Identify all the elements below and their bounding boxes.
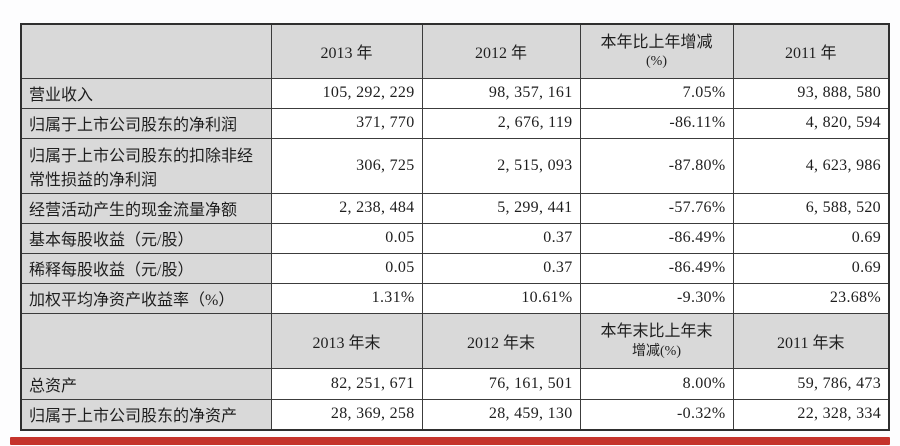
cell-2011: 6, 588, 520 <box>732 192 890 224</box>
cell-change: -87.80% <box>579 137 734 194</box>
header-2012-end: 2012 年末 <box>421 312 581 369</box>
cell-change: 8.00% <box>579 367 734 400</box>
cell-change: -86.11% <box>579 107 734 139</box>
table-row-revenue: 营业收入 105, 292, 229 98, 357, 161 7.05% 93… <box>20 77 890 109</box>
cell-2011: 23.68% <box>732 282 890 314</box>
table-row-net-assets: 归属于上市公司股东的净资产 28, 369, 258 28, 459, 130 … <box>20 398 890 431</box>
cell-2013: 0.05 <box>270 252 423 284</box>
row-label: 稀释每股收益（元/股） <box>20 252 272 284</box>
cell-2011: 22, 328, 334 <box>732 398 890 431</box>
header-blank-cell <box>20 312 272 369</box>
cell-2013: 1.31% <box>270 282 423 314</box>
bottom-red-accent-bar <box>10 437 890 445</box>
header-yoy-change-line1: 本年比上年增减 <box>600 33 713 51</box>
header-year-end-change-line1: 本年末比上年末 <box>600 322 713 340</box>
cell-2012: 76, 161, 501 <box>421 367 581 400</box>
header-blank-cell <box>20 23 272 79</box>
cell-2011: 0.69 <box>732 252 890 284</box>
header-2013: 2013 年 <box>270 23 423 79</box>
cell-2012: 10.61% <box>421 282 581 314</box>
cell-change: -86.49% <box>579 222 734 254</box>
cell-2012: 0.37 <box>421 222 581 254</box>
cell-2012: 0.37 <box>421 252 581 284</box>
table-header-row-years: 2013 年 2012 年 本年比上年增减 (%) 2011 年 <box>20 23 890 79</box>
row-label: 加权平均净资产收益率（%） <box>20 282 272 314</box>
cell-2013: 105, 292, 229 <box>270 77 423 109</box>
row-label: 基本每股收益（元/股） <box>20 222 272 254</box>
header-2011: 2011 年 <box>732 23 890 79</box>
row-label: 总资产 <box>20 367 272 400</box>
header-2013-end: 2013 年末 <box>270 312 423 369</box>
cell-2011: 93, 888, 580 <box>732 77 890 109</box>
table-header-row-year-end: 2013 年末 2012 年末 本年末比上年末 增减(%) 2011 年末 <box>20 312 890 369</box>
cell-2012: 2, 676, 119 <box>421 107 581 139</box>
financial-summary-table: 2013 年 2012 年 本年比上年增减 (%) 2011 年 营业收入 10… <box>20 23 890 431</box>
cell-change: -57.76% <box>579 192 734 224</box>
cell-2011: 4, 820, 594 <box>732 107 890 139</box>
header-2012: 2012 年 <box>421 23 581 79</box>
cell-2012: 98, 357, 161 <box>421 77 581 109</box>
row-label: 经营活动产生的现金流量净额 <box>20 192 272 224</box>
cell-2013: 82, 251, 671 <box>270 367 423 400</box>
header-yoy-change: 本年比上年增减 (%) <box>579 23 734 79</box>
cell-2013: 2, 238, 484 <box>270 192 423 224</box>
header-year-end-change: 本年末比上年末 增减(%) <box>579 312 734 369</box>
cell-change: -0.32% <box>579 398 734 431</box>
table-row-net-profit: 归属于上市公司股东的净利润 371, 770 2, 676, 119 -86.1… <box>20 107 890 139</box>
cell-change: 7.05% <box>579 77 734 109</box>
cell-2013: 0.05 <box>270 222 423 254</box>
row-label: 营业收入 <box>20 77 272 109</box>
table-row-net-profit-excl-nonrecurring: 归属于上市公司股东的扣除非经常性损益的净利润 306, 725 2, 515, … <box>20 137 890 194</box>
cell-2011: 4, 623, 986 <box>732 137 890 194</box>
table-row-basic-eps: 基本每股收益（元/股） 0.05 0.37 -86.49% 0.69 <box>20 222 890 254</box>
row-label: 归属于上市公司股东的净利润 <box>20 107 272 139</box>
row-label: 归属于上市公司股东的净资产 <box>20 398 272 431</box>
table-row-weighted-avg-roe: 加权平均净资产收益率（%） 1.31% 10.61% -9.30% 23.68% <box>20 282 890 314</box>
cell-2011: 0.69 <box>732 222 890 254</box>
cell-2012: 2, 515, 093 <box>421 137 581 194</box>
cell-2013: 28, 369, 258 <box>270 398 423 431</box>
cell-change: -9.30% <box>579 282 734 314</box>
row-label: 归属于上市公司股东的扣除非经常性损益的净利润 <box>20 137 272 194</box>
table-row-operating-cash-flow: 经营活动产生的现金流量净额 2, 238, 484 5, 299, 441 -5… <box>20 192 890 224</box>
header-yoy-change-line2: (%) <box>646 54 667 70</box>
cell-2012: 28, 459, 130 <box>421 398 581 431</box>
header-2011-end: 2011 年末 <box>732 312 890 369</box>
table-row-diluted-eps: 稀释每股收益（元/股） 0.05 0.37 -86.49% 0.69 <box>20 252 890 284</box>
cell-2013: 371, 770 <box>270 107 423 139</box>
cell-2013: 306, 725 <box>270 137 423 194</box>
header-year-end-change-line2: 增减(%) <box>632 343 681 359</box>
cell-change: -86.49% <box>579 252 734 284</box>
cell-2012: 5, 299, 441 <box>421 192 581 224</box>
table-row-total-assets: 总资产 82, 251, 671 76, 161, 501 8.00% 59, … <box>20 367 890 400</box>
cell-2011: 59, 786, 473 <box>732 367 890 400</box>
